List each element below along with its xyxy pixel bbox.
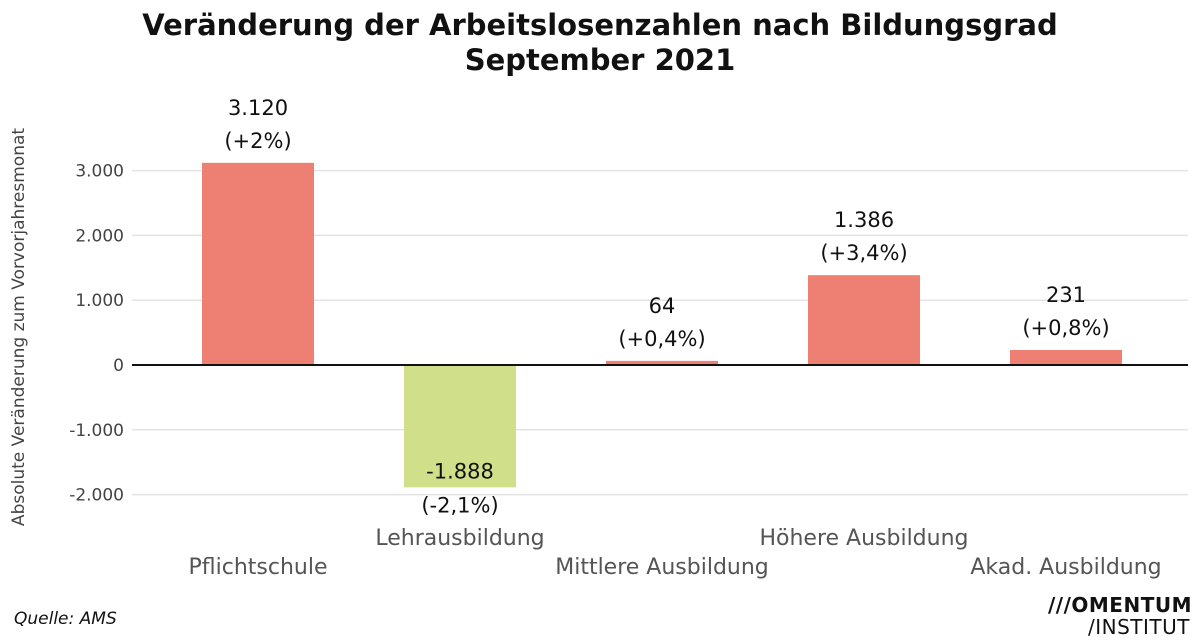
source-note: Quelle: AMS — [14, 609, 117, 629]
logo-line-2: /INSTITUT — [1087, 615, 1190, 639]
momentum-institut-logo: ///OMENTUM /INSTITUT — [1048, 594, 1192, 638]
bar-mittlere-ausbildung — [606, 360, 718, 365]
x-tick-label: Mittlere Ausbildung — [555, 555, 769, 580]
value-label: -1.888 — [426, 459, 494, 483]
y-axis-label: Absolute Veränderung zum Vorvorjahresmon… — [9, 128, 29, 526]
x-tick-label: Akad. Ausbildung — [970, 555, 1161, 580]
value-label: 1.386 — [834, 208, 894, 232]
chart-title: Veränderung der Arbeitslosenzahlen nach … — [142, 8, 1058, 42]
percent-label: (+0,8%) — [1022, 316, 1109, 340]
y-tick-label: -1.000 — [69, 421, 124, 441]
chart-subtitle: September 2021 — [464, 43, 736, 77]
value-label: 64 — [649, 294, 676, 318]
y-tick-label: 2.000 — [75, 226, 124, 246]
x-tick-label: Lehrausbildung — [375, 526, 544, 551]
bar-akad-ausbildung — [1010, 350, 1122, 365]
y-tick-label: 3.000 — [75, 162, 124, 182]
x-tick-label: Pflichtschule — [189, 555, 328, 580]
x-tick-label: Höhere Ausbildung — [759, 526, 968, 551]
percent-label: (+0,4%) — [618, 327, 705, 351]
bar-pflichtschule — [202, 162, 314, 365]
percent-label: (-2,1%) — [421, 493, 498, 517]
y-tick-label: 1.000 — [75, 291, 124, 311]
logo-line-1: ///OMENTUM — [1047, 593, 1192, 617]
bar-höhere-ausbildung — [808, 275, 920, 365]
value-label: 3.120 — [228, 96, 288, 120]
y-tick-label: 0 — [113, 356, 124, 376]
percent-label: (+2%) — [224, 129, 291, 153]
bar-lehrausbildung — [404, 365, 516, 488]
y-tick-label: -2.000 — [69, 486, 124, 506]
value-label: 231 — [1046, 283, 1086, 307]
percent-label: (+3,4%) — [820, 241, 907, 265]
